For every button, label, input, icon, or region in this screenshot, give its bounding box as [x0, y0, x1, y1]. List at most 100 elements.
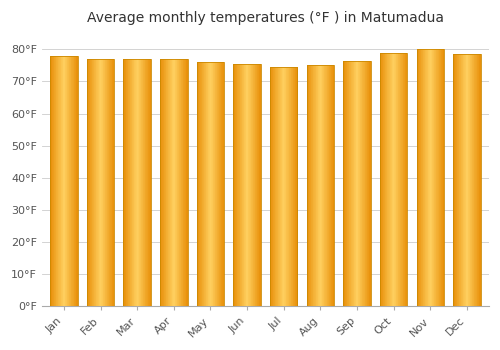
Bar — [96, 59, 97, 307]
Bar — [417, 49, 418, 307]
Bar — [282, 67, 283, 307]
Bar — [53, 56, 54, 307]
Bar — [332, 65, 334, 307]
Bar — [319, 65, 320, 307]
Bar — [272, 67, 274, 307]
Bar — [471, 54, 472, 307]
Bar — [332, 65, 333, 307]
Bar — [243, 64, 244, 307]
Bar — [196, 62, 224, 307]
Bar — [398, 52, 399, 307]
Bar — [326, 65, 328, 307]
Bar — [387, 52, 388, 307]
Bar — [91, 59, 92, 307]
Bar — [272, 67, 273, 307]
Bar — [317, 65, 318, 307]
Bar — [163, 59, 164, 307]
Bar — [199, 62, 200, 307]
Bar — [434, 49, 435, 307]
Bar — [323, 65, 324, 307]
Bar — [186, 59, 187, 307]
Bar — [306, 65, 334, 307]
Bar — [465, 54, 466, 307]
Bar — [138, 59, 140, 307]
Bar — [110, 59, 111, 307]
Bar — [315, 65, 316, 307]
Bar — [137, 59, 138, 307]
Bar — [404, 52, 406, 307]
Bar — [441, 49, 442, 307]
Bar — [361, 61, 362, 307]
Bar — [50, 56, 78, 307]
Bar — [278, 67, 279, 307]
Bar — [206, 62, 207, 307]
Bar — [389, 52, 390, 307]
Bar — [354, 61, 355, 307]
Bar — [313, 65, 314, 307]
Bar — [187, 59, 188, 307]
Bar — [109, 59, 110, 307]
Bar — [216, 62, 218, 307]
Bar — [388, 52, 389, 307]
Bar — [365, 61, 366, 307]
Bar — [66, 56, 68, 307]
Bar — [175, 59, 176, 307]
Bar — [288, 67, 290, 307]
Bar — [144, 59, 145, 307]
Bar — [160, 59, 188, 307]
Bar — [436, 49, 437, 307]
Bar — [384, 52, 386, 307]
Bar — [201, 62, 202, 307]
Bar — [270, 67, 272, 307]
Bar — [402, 52, 404, 307]
Bar — [236, 64, 237, 307]
Bar — [108, 59, 109, 307]
Bar — [211, 62, 212, 307]
Bar — [212, 62, 213, 307]
Bar — [310, 65, 312, 307]
Bar — [290, 67, 292, 307]
Bar — [146, 59, 147, 307]
Bar — [242, 64, 243, 307]
Bar — [169, 59, 170, 307]
Bar — [222, 62, 223, 307]
Bar — [475, 54, 476, 307]
Bar — [112, 59, 113, 307]
Bar — [469, 54, 470, 307]
Bar — [420, 49, 422, 307]
Bar — [425, 49, 426, 307]
Bar — [129, 59, 130, 307]
Bar — [316, 65, 317, 307]
Bar — [113, 59, 114, 307]
Bar — [348, 61, 349, 307]
Bar — [202, 62, 203, 307]
Bar — [239, 64, 240, 307]
Bar — [249, 64, 250, 307]
Bar — [289, 67, 290, 307]
Bar — [213, 62, 214, 307]
Bar — [161, 59, 162, 307]
Bar — [184, 59, 185, 307]
Bar — [241, 64, 242, 307]
Bar — [132, 59, 133, 307]
Bar — [431, 49, 432, 307]
Bar — [478, 54, 480, 307]
Bar — [61, 56, 62, 307]
Bar — [403, 52, 404, 307]
Bar — [256, 64, 258, 307]
Bar — [247, 64, 248, 307]
Bar — [251, 64, 252, 307]
Bar — [218, 62, 220, 307]
Bar — [427, 49, 428, 307]
Bar — [294, 67, 295, 307]
Bar — [424, 49, 425, 307]
Bar — [352, 61, 353, 307]
Bar — [435, 49, 436, 307]
Bar — [416, 49, 417, 307]
Bar — [89, 59, 90, 307]
Bar — [306, 65, 308, 307]
Bar — [160, 59, 161, 307]
Bar — [474, 54, 475, 307]
Bar — [99, 59, 100, 307]
Bar — [58, 56, 59, 307]
